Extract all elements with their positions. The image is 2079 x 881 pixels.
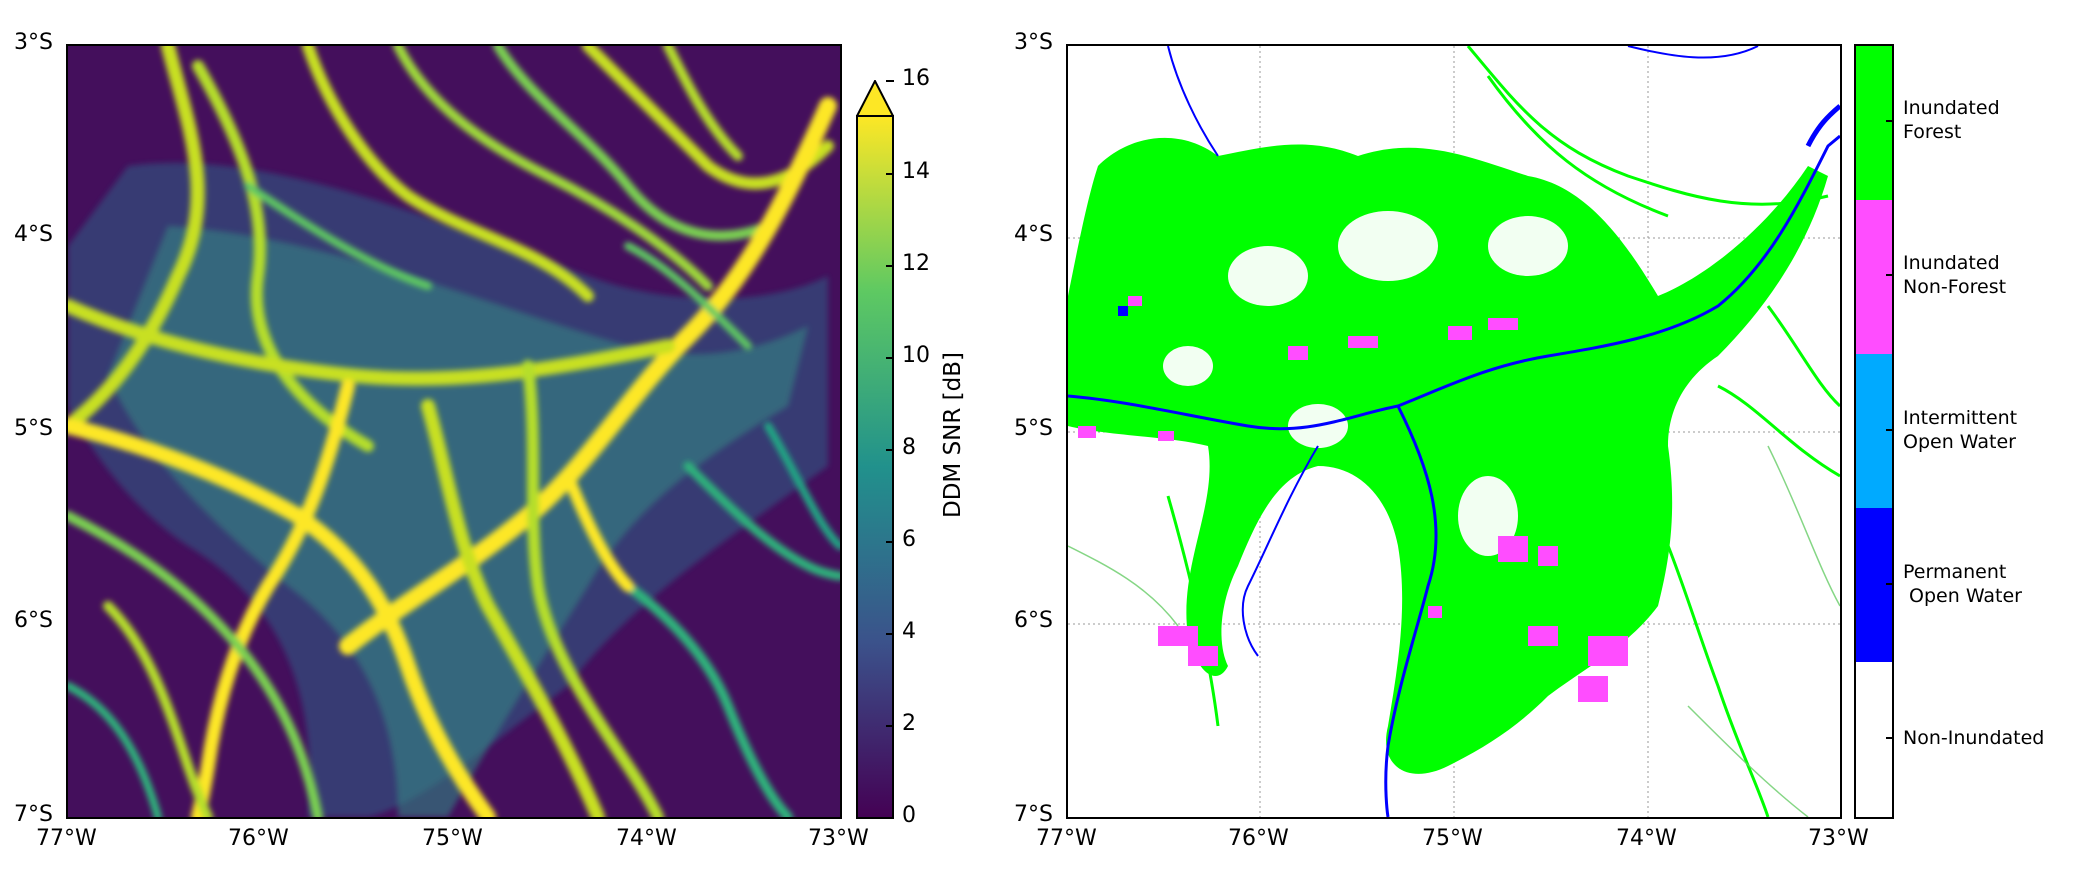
classification-map: [1066, 44, 1842, 819]
snr-cb-tick-2: 2: [902, 711, 916, 736]
right-y-tick-4S: 4°S: [1014, 222, 1053, 247]
snr-cb-tick-10: 10: [902, 343, 930, 368]
snr-cb-tick-mark: [886, 817, 894, 819]
legend-label-intermittent-open-water: Intermittent Open Water: [1903, 407, 2018, 453]
snr-cb-tick-mark: [886, 357, 894, 359]
left-x-tick-77W: 77°W: [36, 826, 97, 851]
left-y-tick-6S: 6°S: [14, 608, 53, 633]
left-y-tick-5S: 5°S: [14, 416, 53, 441]
left-x-tick-73W: 73°W: [808, 826, 869, 851]
legend-label-permanent-open-water: Permanent Open Water: [1903, 561, 2022, 607]
snr-cb-tick-16: 16: [902, 66, 930, 91]
left-x-tick-74W: 74°W: [616, 826, 677, 851]
left-y-tick-4S: 4°S: [14, 222, 53, 247]
right-y-tick-3S: 3°S: [1014, 30, 1053, 55]
snr-cb-tick-mark: [886, 725, 894, 727]
snr-cb-tick-mark: [886, 541, 894, 543]
class-cb-tick-mark: [1886, 429, 1894, 431]
snr-colorbar: [856, 80, 894, 819]
snr-cb-tick-mark: [886, 265, 894, 267]
snr-cb-tick-mark: [886, 80, 894, 82]
snr-cb-tick-mark: [886, 173, 894, 175]
left-x-tick-76W: 76°W: [228, 826, 289, 851]
right-x-tick-75W: 75°W: [1422, 826, 1483, 851]
snr-cb-tick-8: 8: [902, 435, 916, 460]
snr-colorbar-label: DDM SNR [dB]: [940, 352, 966, 518]
left-y-tick-3S: 3°S: [14, 30, 53, 55]
snr-cb-tick-14: 14: [902, 159, 930, 184]
classification-map-graphic: [1068, 46, 1840, 817]
snr-map: [66, 44, 842, 819]
right-x-tick-76W: 76°W: [1228, 826, 1289, 851]
right-x-tick-77W: 77°W: [1036, 826, 1097, 851]
snr-cb-tick-mark: [886, 449, 894, 451]
snr-cb-tick-12: 12: [902, 251, 930, 276]
snr-map-graphic: [68, 46, 840, 817]
class-cb-tick-mark: [1886, 583, 1894, 585]
snr-cb-tick-4: 4: [902, 619, 916, 644]
snr-cb-tick-0: 0: [902, 803, 916, 828]
legend-swatch-permanent-open-water: [1856, 508, 1892, 662]
legend-swatch-intermittent-open-water: [1856, 354, 1892, 508]
snr-colorbar-gradient: [856, 80, 894, 819]
right-y-tick-5S: 5°S: [1014, 416, 1053, 441]
snr-cb-tick-6: 6: [902, 527, 916, 552]
legend-swatch-inundated-forest: [1856, 46, 1892, 200]
right-y-tick-7S: 7°S: [1014, 802, 1053, 827]
classification-legend-colorbar: [1854, 44, 1894, 819]
class-cb-tick-mark: [1886, 737, 1894, 739]
class-cb-tick-mark: [1886, 120, 1894, 122]
legend-label-inundated-forest: Inundated Forest: [1903, 97, 2000, 143]
class-cb-tick-mark: [1886, 274, 1894, 276]
right-x-tick-74W: 74°W: [1616, 826, 1677, 851]
legend-swatch-non-inundated: [1856, 662, 1892, 817]
right-x-tick-73W: 73°W: [1808, 826, 1869, 851]
colorbar-extend-arrow: [856, 80, 894, 117]
legend-label-inundated-non-forest: Inundated Non-Forest: [1903, 252, 2007, 298]
left-x-tick-75W: 75°W: [422, 826, 483, 851]
legend-label-non-inundated: Non-Inundated: [1903, 727, 2045, 749]
legend-swatch-inundated-non-forest: [1856, 200, 1892, 354]
left-y-tick-7S: 7°S: [14, 802, 53, 827]
snr-cb-tick-mark: [886, 633, 894, 635]
right-y-tick-6S: 6°S: [1014, 608, 1053, 633]
